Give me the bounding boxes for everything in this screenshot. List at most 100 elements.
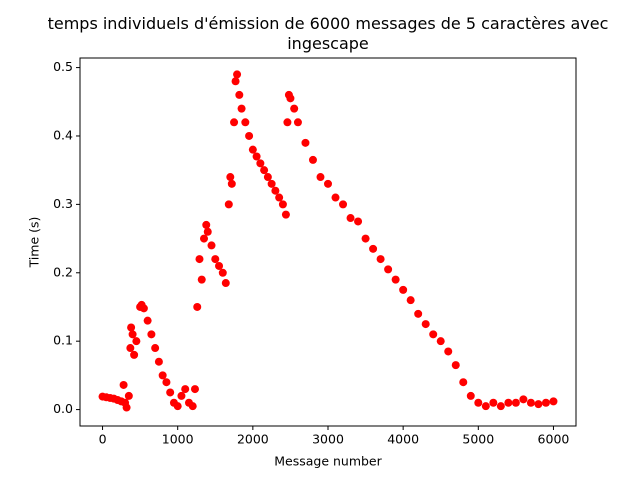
point xyxy=(354,217,363,226)
point xyxy=(195,255,204,264)
point xyxy=(203,227,212,236)
point xyxy=(481,402,490,411)
point xyxy=(429,330,438,339)
point xyxy=(231,77,240,86)
point xyxy=(301,138,310,147)
point xyxy=(177,391,186,400)
point xyxy=(293,118,302,127)
x-tick-label: 0 xyxy=(99,432,107,447)
point xyxy=(235,90,244,99)
point xyxy=(241,118,250,127)
point xyxy=(226,173,235,182)
point xyxy=(541,398,550,407)
x-tick-label: 4000 xyxy=(387,432,419,447)
point xyxy=(181,385,190,394)
point xyxy=(197,275,206,284)
point xyxy=(207,241,216,250)
point xyxy=(339,200,348,209)
point xyxy=(128,330,137,339)
y-tick-label: 0.0 xyxy=(53,401,73,416)
y-tick-label: 0.1 xyxy=(53,333,73,348)
plot-frame xyxy=(79,57,577,427)
y-tick-label: 0.3 xyxy=(53,196,73,211)
point xyxy=(130,350,139,359)
point xyxy=(474,398,483,407)
point xyxy=(132,337,141,346)
x-tick-label: 1000 xyxy=(162,432,194,447)
point xyxy=(248,145,257,154)
point xyxy=(200,234,208,243)
point xyxy=(151,344,160,353)
point xyxy=(143,316,152,325)
point xyxy=(414,309,423,318)
point xyxy=(331,193,340,202)
point xyxy=(158,371,167,380)
point xyxy=(391,275,400,284)
point xyxy=(218,268,227,277)
point xyxy=(549,397,558,406)
point xyxy=(436,337,445,346)
point xyxy=(511,398,520,407)
point xyxy=(127,323,136,332)
point xyxy=(173,402,182,411)
point xyxy=(260,166,269,175)
point xyxy=(361,234,370,243)
point xyxy=(444,347,453,356)
point xyxy=(139,304,148,313)
point xyxy=(308,155,317,164)
point xyxy=(316,173,325,182)
point xyxy=(406,296,415,305)
point xyxy=(534,400,543,409)
point xyxy=(233,70,242,79)
point xyxy=(421,320,430,329)
point xyxy=(126,344,135,353)
point xyxy=(162,378,171,387)
point xyxy=(221,279,230,288)
point xyxy=(324,179,332,188)
point xyxy=(224,200,233,209)
point xyxy=(519,395,528,404)
point xyxy=(188,402,197,411)
point xyxy=(119,380,128,389)
point xyxy=(451,361,460,370)
point xyxy=(227,179,236,188)
point xyxy=(166,388,175,397)
x-tick-label: 2000 xyxy=(237,432,269,447)
point xyxy=(399,285,408,294)
point xyxy=(526,398,535,407)
point xyxy=(252,152,261,161)
point xyxy=(122,403,131,412)
point xyxy=(489,398,498,407)
point xyxy=(496,402,505,411)
y-axis-label: Time (s) xyxy=(27,217,42,269)
point xyxy=(202,220,211,229)
point xyxy=(154,357,163,366)
point xyxy=(211,255,220,264)
x-axis-label: Message number xyxy=(274,454,382,469)
point xyxy=(147,330,156,339)
point xyxy=(256,159,265,168)
point xyxy=(376,255,385,264)
point xyxy=(237,104,246,113)
point xyxy=(275,193,284,202)
point xyxy=(193,302,202,311)
point xyxy=(504,398,513,407)
point xyxy=(124,391,133,400)
point xyxy=(346,214,355,223)
point xyxy=(230,118,239,127)
y-tick-label: 0.5 xyxy=(53,59,73,74)
point xyxy=(384,265,393,274)
point xyxy=(286,94,295,103)
point xyxy=(281,210,290,219)
point xyxy=(459,378,468,387)
x-tick-label: 6000 xyxy=(538,432,570,447)
point xyxy=(215,261,224,270)
point xyxy=(271,186,280,195)
x-tick-label: 5000 xyxy=(462,432,494,447)
y-tick-label: 0.4 xyxy=(53,127,73,142)
point xyxy=(263,173,272,182)
point xyxy=(190,385,199,394)
point xyxy=(245,131,254,140)
point xyxy=(267,179,276,188)
